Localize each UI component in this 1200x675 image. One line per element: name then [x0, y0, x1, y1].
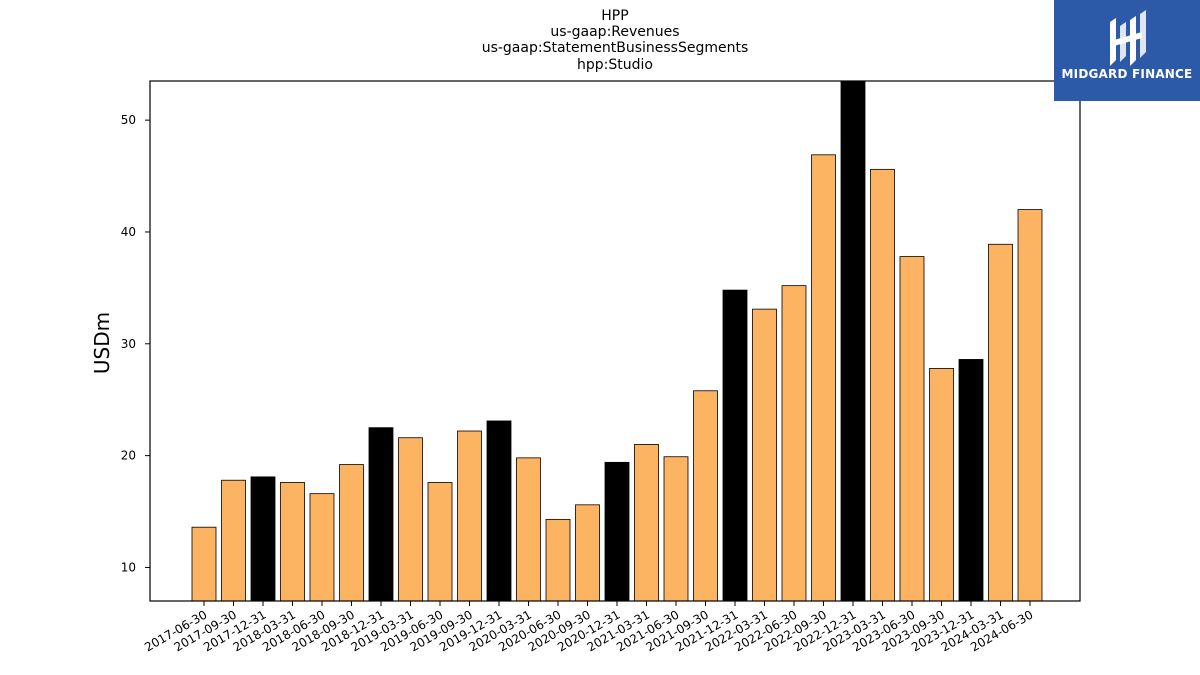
chart-title-line: HPP: [601, 8, 628, 24]
x-axis: 2017-06-302017-09-302017-12-312018-03-31…: [142, 601, 1036, 654]
midgard-logo-mark-icon: [1110, 10, 1146, 66]
bar-2020-03-31: [516, 457, 541, 602]
y-tick-label: 50: [121, 113, 136, 127]
y-tick-label: 20: [121, 449, 136, 463]
bar-2017-06-30: [191, 526, 217, 602]
chart-title: HPP us-gaap:Revenues us-gaap:StatementBu…: [482, 8, 749, 73]
bar-2019-12-31: [486, 420, 512, 602]
bar-2020-06-30: [545, 518, 571, 602]
bar-2021-06-30: [663, 456, 689, 602]
bar-2021-09-30: [693, 390, 718, 602]
y-axis: 10 20 30 40 50: [121, 113, 150, 574]
chart-title-line: hpp:Studio: [577, 57, 653, 73]
bar-2022-06-30: [781, 285, 807, 602]
bar-2020-12-31: [604, 461, 630, 602]
bar-2023-09-30: [929, 367, 954, 602]
y-tick-label: 30: [121, 337, 136, 351]
bar-2019-06-30: [427, 482, 453, 602]
bar-2018-12-31: [368, 427, 394, 602]
bar-2020-09-30: [575, 504, 600, 602]
bar-2018-09-30: [339, 464, 364, 602]
chart-title-line: us-gaap:Revenues: [550, 24, 679, 40]
bar-2019-09-30: [457, 430, 482, 602]
bar-2021-03-31: [634, 444, 659, 602]
bar-2023-03-31: [870, 168, 895, 602]
bar-2022-12-31: [840, 80, 866, 602]
y-tick-label: 40: [121, 225, 136, 239]
bar-2017-09-30: [221, 479, 246, 602]
plot-frame: [149, 80, 1081, 602]
bar-2019-03-31: [398, 437, 423, 602]
logo-text: MIDGARD FINANCE: [1061, 67, 1193, 81]
chart-title-line: us-gaap:StatementBusinessSegments: [482, 40, 749, 56]
bar-2022-09-30: [811, 154, 836, 602]
bar-2017-12-31: [250, 476, 276, 602]
midgard-finance-logo: MIDGARD FINANCE: [1054, 0, 1200, 101]
y-axis-label: USDm: [90, 312, 114, 374]
bar-2024-03-31: [988, 243, 1013, 602]
bar-2018-03-31: [280, 482, 305, 602]
bar-2024-06-30: [1017, 209, 1043, 602]
bar-2022-03-31: [752, 308, 777, 602]
bar-2023-06-30: [899, 256, 925, 602]
y-tick-label: 10: [121, 560, 136, 574]
bars-group: [191, 80, 1043, 602]
bar-2023-12-31: [958, 359, 984, 602]
bar-2021-12-31: [722, 289, 748, 602]
bar-2018-06-30: [309, 493, 335, 602]
